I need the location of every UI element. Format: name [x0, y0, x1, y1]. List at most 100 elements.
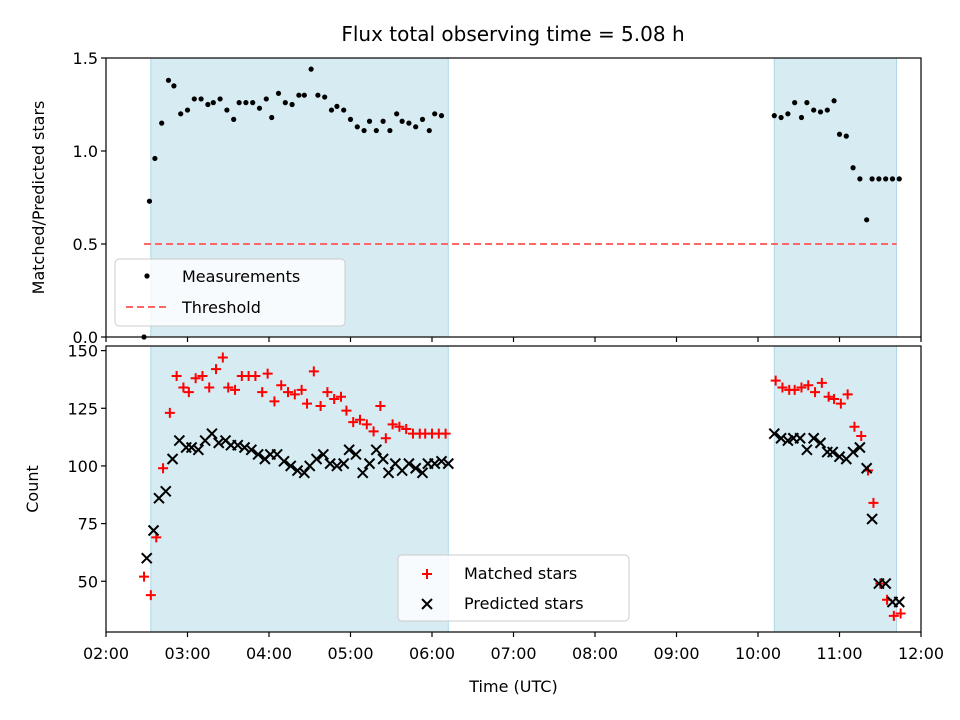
predicted-point [435, 455, 448, 468]
predicted-point [232, 439, 244, 451]
measurement-point [171, 83, 177, 89]
y-axis-label: Matched/Predicted stars [29, 101, 48, 295]
measurement-point [380, 118, 386, 124]
measurement-point [798, 114, 805, 121]
measurement-point [831, 98, 837, 104]
predicted-point [801, 444, 813, 456]
measurement-point [347, 116, 354, 122]
measurement-point [843, 133, 849, 139]
predicted-point [403, 457, 415, 470]
legend-label-measurements: Measurements [182, 267, 300, 286]
measurement-point [354, 124, 360, 130]
measurement-point [250, 100, 256, 106]
measurement-point [224, 107, 230, 113]
matched-point [322, 387, 333, 398]
measurement-point [785, 111, 791, 117]
measurement-point [210, 100, 216, 106]
measurement-point [275, 90, 282, 96]
measurement-point [269, 114, 275, 121]
matched-point [283, 387, 294, 398]
measurement-point [387, 127, 393, 134]
matched-point [440, 428, 451, 439]
matched-point [223, 382, 234, 393]
matched-point [868, 497, 879, 508]
matched-point [269, 396, 280, 407]
measurement-point [301, 92, 307, 98]
matched-point [276, 380, 287, 391]
y-tick-label: 75 [78, 515, 98, 534]
measurement-point [373, 127, 379, 134]
matched-point [796, 382, 807, 393]
measurement-point [184, 107, 191, 113]
predicted-point [382, 467, 395, 479]
y-tick-label: 125 [67, 399, 98, 418]
predicted-point [377, 453, 389, 465]
measurement-point [850, 165, 856, 171]
y-tick-label: 50 [78, 572, 98, 591]
series-predicted-stars [141, 427, 905, 608]
predicted-point [285, 460, 297, 472]
predicted-point [768, 427, 781, 440]
matched-point [217, 352, 228, 363]
predicted-point [166, 453, 179, 465]
legend-box [114, 258, 346, 327]
matched-point [803, 380, 814, 391]
matched-point [315, 400, 326, 411]
matched-point [158, 463, 169, 474]
matched-point [197, 370, 208, 381]
legend-box [397, 554, 630, 622]
measurement-point [315, 92, 321, 98]
measurement-point [159, 120, 165, 126]
predicted-point [206, 427, 218, 440]
measurement-point [217, 96, 223, 102]
measurement-point [165, 77, 172, 83]
predicted-point [429, 457, 441, 470]
predicted-point [147, 524, 160, 537]
matched-point [250, 370, 261, 381]
measurement-point [876, 176, 882, 182]
measurement-point [419, 116, 426, 122]
matched-point [401, 424, 412, 435]
measurement-point [426, 127, 432, 134]
measurement-point [857, 176, 863, 182]
legend-marker-predicted [421, 598, 433, 610]
measurement-point [817, 109, 824, 115]
predicted-point [338, 457, 350, 470]
legend-label-threshold: Threshold [181, 298, 261, 317]
figure-title: Flux total observing time = 5.08 h [341, 22, 684, 46]
measurement-point [413, 124, 419, 130]
y-tick-label: 1.5 [73, 49, 98, 68]
matched-point [341, 405, 352, 416]
measurement-point [243, 100, 249, 106]
measurement-point [236, 100, 242, 106]
matched-point [835, 398, 846, 409]
predicted-point [160, 485, 172, 498]
predicted-point [252, 448, 264, 461]
measurement-point [334, 103, 340, 109]
measurement-point [824, 107, 830, 113]
predicted-point [245, 444, 258, 456]
predicted-point [794, 432, 806, 444]
matched-point [394, 421, 405, 432]
predicted-point [833, 451, 846, 463]
predicted-point [442, 457, 455, 470]
measurement-point [811, 107, 817, 113]
x-tick-label: 08:00 [572, 644, 618, 663]
predicted-point [317, 448, 330, 461]
predicted-point [370, 444, 383, 456]
measurement-point [205, 101, 211, 108]
matched-point [171, 370, 182, 381]
x-tick-label: 11:00 [816, 644, 862, 663]
measurement-point [804, 100, 810, 106]
predicted-point [310, 453, 323, 465]
x-tick-label: 10:00 [735, 644, 781, 663]
measurement-point [263, 96, 269, 102]
series-measurements [141, 66, 902, 340]
matched-point [178, 382, 189, 393]
matched-point [810, 387, 821, 398]
matched-point [387, 419, 398, 430]
matched-point [361, 419, 372, 430]
measurement-point [341, 107, 347, 113]
matched-point [296, 384, 307, 395]
